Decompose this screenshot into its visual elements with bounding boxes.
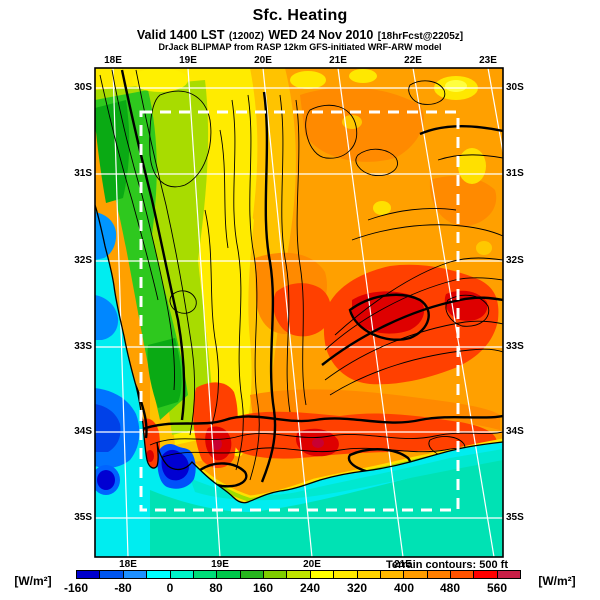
colorbar-segment xyxy=(264,571,288,578)
colorbar-tick: 240 xyxy=(299,581,321,595)
top-axis-label: 20E xyxy=(254,55,272,66)
colorbar-segment xyxy=(170,571,194,578)
colorbar-segment xyxy=(123,571,148,578)
colorbar-tick: 560 xyxy=(486,581,508,595)
terrain-contour-layer xyxy=(99,69,503,488)
colorbar-segment xyxy=(497,571,521,578)
bottom-axis-label: 19E xyxy=(211,559,229,570)
colorbar-segment xyxy=(451,571,475,578)
init-time: (1200Z) xyxy=(228,31,264,42)
right-axis-label: 34S xyxy=(506,426,524,437)
top-axis-label: 19E xyxy=(179,55,197,66)
left-axis-label: 32S xyxy=(74,255,92,266)
right-axis-label: 35S xyxy=(506,512,524,523)
colorbar-segment xyxy=(240,571,264,578)
colorbar-segment xyxy=(287,571,311,578)
domain-box xyxy=(139,110,460,512)
colorbar-segment xyxy=(193,571,218,578)
colorbar-tick: -80 xyxy=(114,581,132,595)
left-axis-label: 33S xyxy=(74,341,92,352)
colorbar-segment xyxy=(77,571,101,578)
colorbar-segment xyxy=(334,571,358,578)
colorbar-segment xyxy=(217,571,241,578)
valid-time-line: Valid 1400 LST (1200Z) WED 24 Nov 2010 [… xyxy=(0,26,600,44)
bottom-axis-label: 20E xyxy=(303,559,321,570)
right-axis-label: 31S xyxy=(506,168,524,179)
top-axis-label: 21E xyxy=(329,55,347,66)
bottom-axis-label: 21E xyxy=(394,559,412,570)
right-axis-label: 33S xyxy=(506,341,524,352)
colorbar-segment xyxy=(100,571,124,578)
colorbar-segment xyxy=(357,571,381,578)
colorbar-tick: 0 xyxy=(166,581,174,595)
colorbar-tick: 400 xyxy=(393,581,415,595)
colorbar-tick: -160 xyxy=(63,581,89,595)
colorbar-tick: 480 xyxy=(439,581,461,595)
page-title: Sfc. Heating xyxy=(252,7,348,24)
bottom-axis-label: 18E xyxy=(119,559,137,570)
terrain-note: Terrain contours: 500 ft xyxy=(385,559,508,571)
top-axis-label: 18E xyxy=(104,55,122,66)
colorbar-segment xyxy=(380,571,405,578)
colorbar-segment xyxy=(147,571,171,578)
valid-label: Valid 1400 LST xyxy=(136,28,225,42)
colorbar-units-right: [W/m²] xyxy=(538,574,576,588)
map-frame xyxy=(94,67,504,558)
top-axis-label: 22E xyxy=(404,55,422,66)
coastline xyxy=(95,204,503,504)
colorbar-segment xyxy=(310,571,335,578)
colorbar-tick: 80 xyxy=(209,581,223,595)
colorbar-segment xyxy=(474,571,498,578)
left-axis-label: 34S xyxy=(74,426,92,437)
right-axis-label: 30S xyxy=(506,82,524,93)
left-axis-label: 31S xyxy=(74,168,92,179)
date-label: WED 24 Nov 2010 xyxy=(268,28,374,42)
left-axis-label: 30S xyxy=(74,82,92,93)
forecast-label: [18hrFcst@2205z] xyxy=(377,31,464,42)
left-axis-label: 35S xyxy=(74,512,92,523)
colorbar-tick: 160 xyxy=(252,581,274,595)
top-axis-label: 23E xyxy=(479,55,497,66)
colorbar-segment xyxy=(404,571,428,578)
colorbar-units-left: [W/m²] xyxy=(14,574,52,588)
colorbar-segments xyxy=(76,570,521,579)
colorbar-tick: 320 xyxy=(346,581,368,595)
right-axis-label: 32S xyxy=(506,255,524,266)
heating-fill-layer xyxy=(95,68,503,503)
colorbar-segment xyxy=(427,571,451,578)
model-attribution: DrJack BLIPMAP from RASP 12km GFS-initia… xyxy=(158,42,442,52)
